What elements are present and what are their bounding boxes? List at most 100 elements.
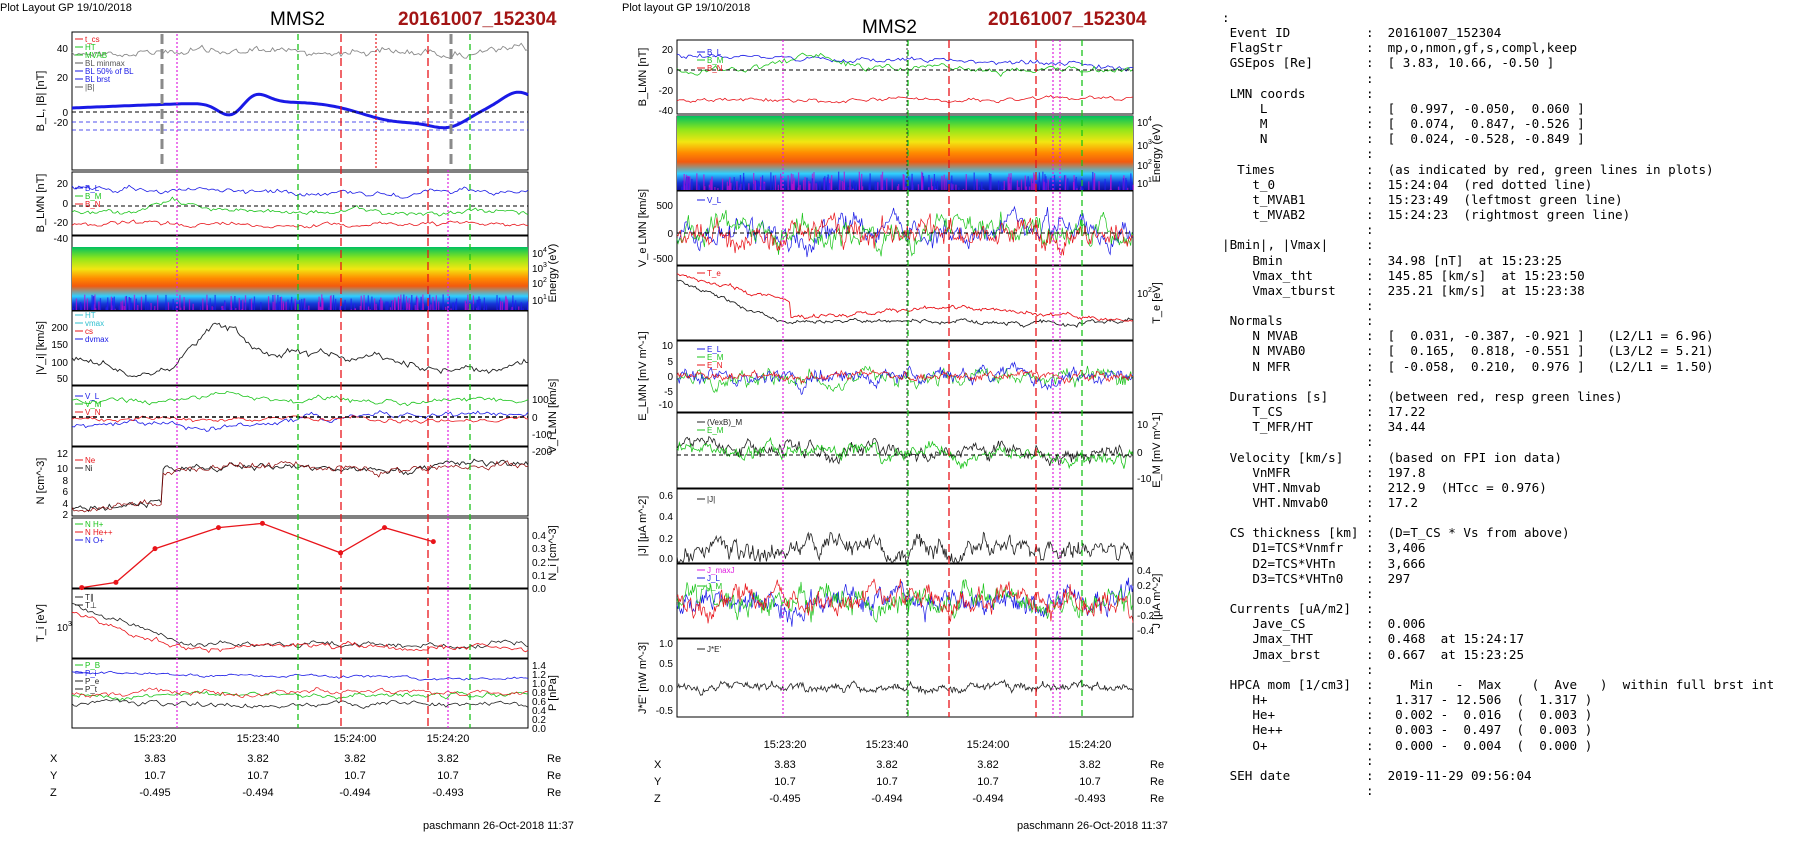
heatmap-speckle bbox=[1082, 188, 1084, 190]
summary-colon: : bbox=[1366, 495, 1374, 510]
summary-line: Vmax_tht: 145.85 [km/s] at 15:23:50 bbox=[1222, 268, 1774, 283]
heatmap-speckle bbox=[869, 182, 871, 190]
heatmap-speckle bbox=[452, 302, 454, 310]
heatmap-speckle bbox=[802, 179, 805, 190]
heatmap-speckle bbox=[1076, 188, 1078, 190]
ti-para-trace bbox=[71, 611, 529, 654]
position-value: -0.495 bbox=[139, 787, 170, 799]
heatmap-speckle bbox=[704, 186, 706, 190]
time-tick-label: 15:23:40 bbox=[237, 733, 280, 745]
heatmap-speckle bbox=[298, 306, 301, 310]
summary-key: Durations [s] bbox=[1222, 388, 1329, 404]
heatmap-speckle bbox=[133, 294, 136, 310]
summary-colon: : bbox=[1366, 616, 1374, 632]
heatmap-speckle bbox=[472, 295, 475, 310]
heatmap-speckle bbox=[149, 305, 151, 310]
position-row-label: X bbox=[50, 753, 58, 765]
summary-colon: : bbox=[1366, 722, 1374, 738]
summary-value: 15:24:04 (red dotted line) bbox=[1380, 176, 1593, 192]
heatmap-speckle bbox=[304, 308, 307, 310]
heatmap-speckle bbox=[880, 174, 882, 190]
summary-colon: : bbox=[1366, 449, 1374, 465]
legend-label: |J| bbox=[707, 495, 715, 504]
heatmap-speckle bbox=[976, 179, 978, 190]
heatmap-speckle bbox=[1030, 178, 1033, 190]
summary-key: Currents [uA/m2] bbox=[1222, 601, 1351, 617]
summary-colon: : bbox=[1366, 540, 1374, 556]
ve-l-trace bbox=[676, 212, 1134, 256]
heatmap-speckle bbox=[941, 175, 943, 190]
legend-label: t_cs bbox=[85, 35, 100, 44]
heatmap-speckle bbox=[224, 300, 226, 310]
summary-value: 2019-11-29 09:56:04 bbox=[1380, 767, 1532, 783]
summary-line: D1=TCS*Vnmfr: 3,406 bbox=[1222, 540, 1774, 555]
y-tick-label: 10 bbox=[1137, 420, 1149, 431]
heatmap-speckle bbox=[1125, 177, 1127, 190]
heatmap-speckle bbox=[861, 173, 863, 190]
bn-lmn-trace bbox=[71, 219, 529, 229]
heatmap-speckle bbox=[790, 173, 793, 190]
heatmap-speckle bbox=[98, 301, 100, 310]
te-trace-black bbox=[676, 279, 1134, 328]
heatmap-speckle bbox=[770, 172, 772, 190]
legend-label: E_M bbox=[707, 353, 724, 362]
heatmap-speckle bbox=[140, 296, 143, 310]
legend-label: N H+ bbox=[85, 520, 104, 529]
heatmap-speckle bbox=[511, 306, 513, 310]
ne-trace bbox=[71, 458, 529, 513]
heatmap-speckle bbox=[1033, 172, 1035, 190]
summary-key bbox=[1222, 298, 1366, 313]
summary-key: |Bmin|, |Vmax| bbox=[1222, 237, 1329, 253]
he-plus-plus-point bbox=[430, 539, 436, 545]
heatmap-speckle bbox=[780, 176, 783, 190]
position-unit: Re bbox=[547, 787, 561, 799]
heatmap-speckle bbox=[797, 187, 799, 190]
heatmap-speckle bbox=[420, 296, 422, 310]
heatmap-speckle bbox=[1020, 179, 1023, 190]
heatmap-speckle bbox=[735, 189, 737, 190]
heatmap-speckle bbox=[391, 301, 393, 310]
heatmap-speckle bbox=[933, 174, 936, 190]
heatmap-speckle bbox=[344, 299, 346, 310]
summary-key: T_MFR/HT bbox=[1222, 419, 1313, 435]
position-value: 3.82 bbox=[977, 759, 998, 771]
heatmap-speckle bbox=[435, 295, 438, 310]
y-tick-label: 8 bbox=[62, 476, 68, 487]
summary-colon: : bbox=[1366, 555, 1374, 571]
summary-line: Bmin: 34.98 [nT] at 15:23:25 bbox=[1222, 253, 1774, 268]
summary-key: Jmax_brst bbox=[1222, 646, 1321, 662]
heatmap-speckle bbox=[520, 302, 522, 310]
heatmap-speckle bbox=[978, 186, 980, 190]
heatmap-speckle bbox=[1067, 178, 1069, 190]
y-tick-label: 0 bbox=[62, 199, 68, 210]
summary-value: 0.000 - 0.004 ( 0.000 ) bbox=[1380, 737, 1593, 753]
position-unit: Re bbox=[547, 753, 561, 765]
position-row-label: Y bbox=[50, 770, 58, 782]
heatmap-speckle bbox=[757, 181, 759, 190]
legend-label: J*E' bbox=[707, 645, 721, 654]
heatmap-speckle bbox=[444, 306, 447, 310]
heatmap-speckle bbox=[107, 297, 109, 310]
heatmap-speckle bbox=[683, 173, 685, 190]
left-panel-frame bbox=[71, 588, 529, 659]
heatmap-speckle bbox=[1122, 178, 1125, 190]
bm-lmn-trace bbox=[676, 52, 1134, 77]
legend-label: V_M bbox=[85, 400, 102, 409]
summary-value: 0.003 - 0.497 ( 0.003 ) bbox=[1380, 722, 1593, 738]
heatmap-speckle bbox=[328, 307, 330, 310]
heatmap-speckle bbox=[446, 308, 449, 310]
heatmap-speckle bbox=[467, 294, 469, 310]
summary-value: mp,o,nmon,gf,s,compl,keep bbox=[1380, 40, 1578, 56]
summary-key: FlagStr bbox=[1222, 40, 1283, 56]
y-tick-label: 3 bbox=[68, 621, 72, 628]
heatmap-speckle bbox=[1093, 173, 1096, 190]
heatmap-speckle bbox=[952, 184, 954, 190]
y-tick-label: 0 bbox=[667, 229, 673, 240]
summary-colon: : bbox=[1366, 434, 1374, 450]
summary-line: Currents [uA/m2]: bbox=[1222, 601, 1774, 616]
he-plus-plus-point bbox=[382, 525, 388, 531]
summary-colon: : bbox=[1366, 782, 1374, 798]
heatmap-speckle bbox=[1073, 175, 1075, 190]
heatmap-speckle bbox=[120, 301, 122, 310]
y-tick-label: 0.4 bbox=[659, 512, 673, 523]
